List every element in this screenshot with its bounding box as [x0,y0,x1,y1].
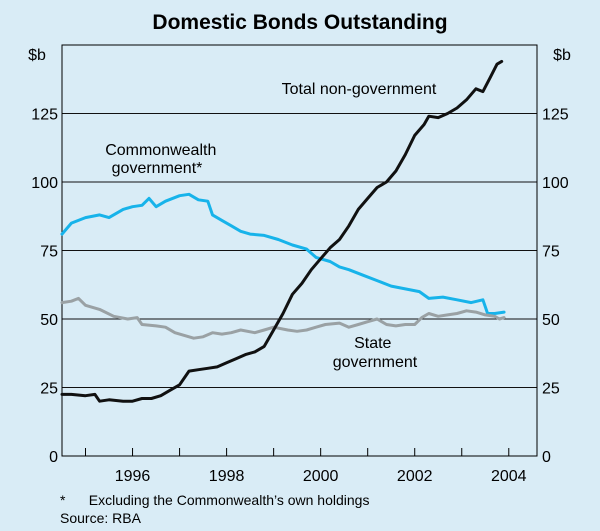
y-tick-left-50: 50 [40,312,58,329]
y-tick-left-100: 100 [31,175,58,192]
y-tick-right-25: 25 [542,381,560,398]
y-tick-left-125: 125 [31,107,58,124]
x-tick-1998: 1998 [209,468,245,485]
series-line-2 [60,59,504,403]
y-tick-right-100: 100 [542,175,569,192]
y-tick-right-75: 75 [542,244,560,261]
x-tick-2002: 2002 [397,468,433,485]
source: Source: RBA [60,510,142,526]
x-tick-2000: 2000 [303,468,339,485]
series-line-0 [60,192,506,315]
y-tick-right-0: 0 [542,449,551,466]
y-tick-left-25: 25 [40,381,58,398]
y-tick-left-0: 0 [49,449,58,466]
state-label: State government [333,335,418,371]
series-lines [60,59,506,403]
plot-frame [61,44,538,457]
footnote: * Excluding the Commonwealth’s own holdi… [60,492,369,508]
y-tick-left-75: 75 [40,244,58,261]
y-unit-right: $b [553,47,571,64]
y-unit-left: $b [28,47,46,64]
x-axis: 1996 1998 2000 2002 2004 [85,448,527,485]
y-axis-right: 0 25 50 75 100 125 [542,107,569,467]
y-tick-right-50: 50 [542,312,560,329]
commonwealth-label: Commonwealth government* [105,142,221,177]
gridlines [62,113,537,388]
y-axis-left: 0 25 50 75 100 125 [31,107,58,467]
y-tick-right-125: 125 [542,107,569,124]
chart-title: Domestic Bonds Outstanding [152,11,447,34]
total-nongov-label: Total non-government [282,81,437,98]
series-line-1 [60,296,506,340]
x-tick-1996: 1996 [115,468,151,485]
x-tick-2004: 2004 [491,468,527,485]
